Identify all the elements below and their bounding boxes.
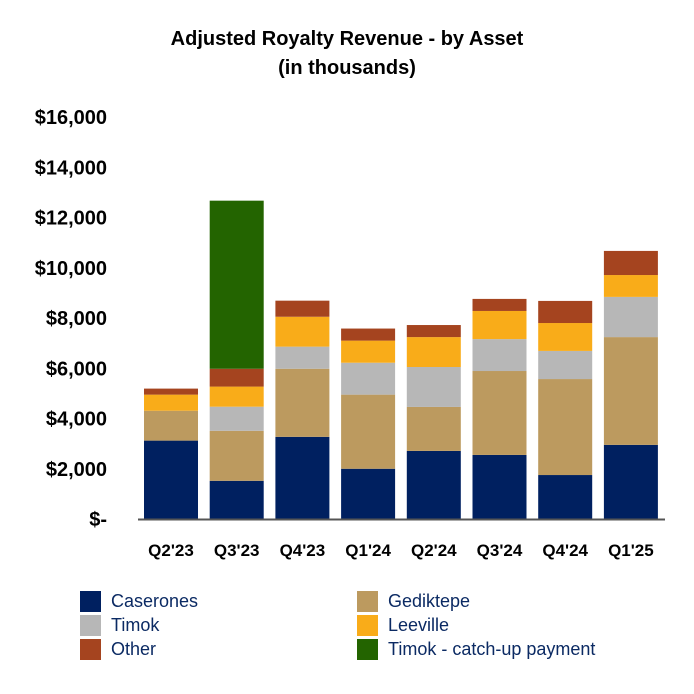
bar-segment-other bbox=[603, 250, 658, 276]
legend-item: Other bbox=[80, 639, 156, 660]
bar-segment-caserones bbox=[209, 480, 264, 519]
bar-segment-timok bbox=[472, 339, 527, 372]
legend-swatch bbox=[80, 639, 101, 660]
bar-segment-leeville bbox=[538, 323, 593, 351]
x-tick-label: Q3'23 bbox=[214, 541, 260, 560]
bar-segment-leeville bbox=[341, 340, 396, 363]
x-tick-label: Q4'23 bbox=[280, 541, 326, 560]
legend-label: Gediktepe bbox=[388, 591, 471, 611]
bar-segment-timok-catch-up-payment bbox=[209, 200, 264, 369]
legend-label: Other bbox=[111, 639, 157, 659]
bar-segment-gediktepe bbox=[144, 410, 198, 441]
bar-segment-timok bbox=[603, 296, 658, 338]
bar-segment-timok bbox=[275, 346, 330, 369]
bar-segment-caserones bbox=[538, 475, 593, 519]
bar-segment-leeville bbox=[603, 275, 658, 297]
bar-segment-gediktepe bbox=[603, 337, 658, 445]
x-tick-label: Q2'23 bbox=[148, 541, 194, 560]
bar-segment-leeville bbox=[144, 394, 198, 411]
bar-segment-gediktepe bbox=[275, 368, 330, 437]
y-tick-label: $12,000 bbox=[35, 208, 107, 230]
legend-item: Leeville bbox=[357, 615, 449, 636]
legend-swatch bbox=[357, 615, 378, 636]
bar-segment-caserones bbox=[275, 436, 330, 519]
bar-segment-gediktepe bbox=[209, 430, 264, 481]
chart-subtitle: (in thousands) bbox=[278, 57, 416, 79]
bar-segment-leeville bbox=[406, 337, 461, 367]
legend-label: Leeville bbox=[388, 615, 450, 635]
legend-label: Timok - catch-up payment bbox=[388, 639, 596, 659]
bar-segment-other bbox=[472, 298, 527, 311]
y-tick-label: $4,000 bbox=[46, 409, 107, 431]
y-tick-label: $2,000 bbox=[46, 459, 107, 481]
legend-swatch bbox=[80, 591, 101, 612]
bar-segment-gediktepe bbox=[538, 379, 593, 476]
x-tick-label: Q4'24 bbox=[542, 541, 588, 560]
bar-segment-other bbox=[209, 368, 264, 387]
bar-segment-other bbox=[406, 325, 461, 338]
bar-segment-other bbox=[275, 300, 330, 317]
bar-segment-other bbox=[144, 388, 198, 395]
legend-swatch bbox=[357, 591, 378, 612]
legend-item: Gediktepe bbox=[357, 591, 470, 612]
legend-label: Timok bbox=[111, 615, 160, 635]
legend-swatch bbox=[80, 615, 101, 636]
bar-segment-caserones bbox=[603, 444, 658, 519]
bar-segment-gediktepe bbox=[341, 394, 396, 469]
chart-title: Adjusted Royalty Revenue - by Asset bbox=[170, 28, 524, 50]
y-tick-label: $16,000 bbox=[35, 107, 107, 129]
bar-segment-timok bbox=[406, 366, 461, 407]
x-tick-label: Q2'24 bbox=[411, 541, 457, 560]
bar-segment-caserones bbox=[472, 454, 527, 519]
legend-item: Caserones bbox=[80, 591, 198, 612]
bar-segment-leeville bbox=[209, 386, 264, 407]
bar-segment-caserones bbox=[144, 440, 198, 519]
bar-segment-leeville bbox=[275, 316, 330, 347]
bar-segment-timok bbox=[538, 350, 593, 380]
y-tick-label: $8,000 bbox=[46, 308, 107, 330]
y-tick-label: $14,000 bbox=[35, 157, 107, 179]
bar-segment-leeville bbox=[472, 310, 527, 340]
bar-segment-gediktepe bbox=[472, 371, 527, 455]
y-tick-label: $6,000 bbox=[46, 358, 107, 380]
bar-segment-gediktepe bbox=[406, 406, 461, 451]
bar-segment-other bbox=[538, 300, 593, 324]
legend-swatch bbox=[357, 639, 378, 660]
bar-segment-timok bbox=[341, 362, 396, 395]
legend-item: Timok - catch-up payment bbox=[357, 639, 595, 660]
x-tick-label: Q1'25 bbox=[608, 541, 654, 560]
bar-segment-caserones bbox=[341, 468, 396, 519]
x-tick-label: Q3'24 bbox=[477, 541, 523, 560]
bar-segment-other bbox=[341, 328, 396, 341]
legend-label: Caserones bbox=[111, 591, 199, 611]
y-tick-label: $10,000 bbox=[35, 258, 107, 280]
x-tick-label: Q1'24 bbox=[345, 541, 391, 560]
y-tick-label: $- bbox=[89, 509, 107, 531]
bar-segment-timok bbox=[209, 406, 264, 431]
legend-item: Timok bbox=[80, 615, 159, 636]
bar-segment-caserones bbox=[406, 450, 461, 519]
